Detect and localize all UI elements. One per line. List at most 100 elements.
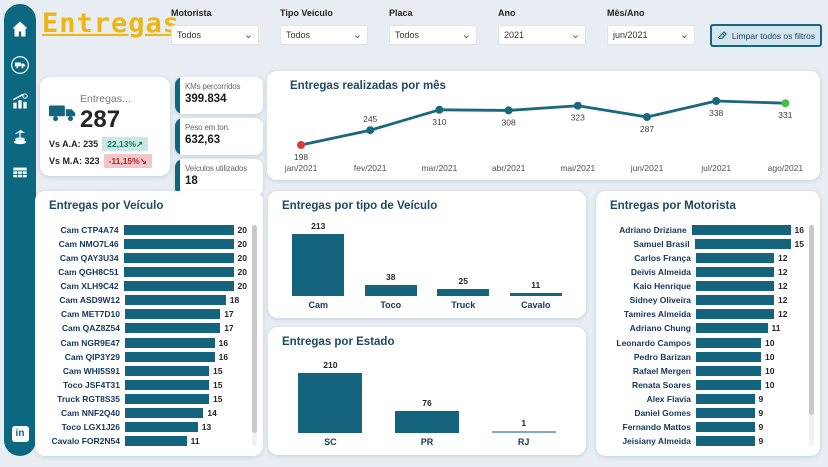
bar-value: 12 (778, 281, 788, 291)
bar[interactable] (123, 252, 234, 263)
bar-value: 9 (758, 394, 764, 404)
line-point[interactable] (712, 97, 721, 105)
x-axis-label: mai/2021 (560, 163, 595, 173)
line-point-label: 245 (363, 114, 377, 124)
bar-category-label: Toco (380, 300, 402, 310)
bar[interactable] (123, 266, 234, 277)
bar[interactable] (125, 309, 221, 320)
bar-row: Jeisiany Almeida 9 (604, 435, 804, 448)
bar[interactable] (437, 288, 490, 296)
bar[interactable] (125, 422, 198, 433)
filter-dropdown[interactable]: Todos ⌄ (171, 25, 259, 45)
bar-category-label: Cam QGH8C51 (58, 266, 119, 277)
bar-column: 38 Toco (355, 272, 428, 312)
bar[interactable] (491, 431, 556, 433)
bar-category-label: Deivis Almeida (630, 266, 691, 277)
bar[interactable] (125, 394, 209, 404)
bar[interactable] (298, 373, 363, 433)
bar[interactable] (696, 252, 774, 263)
line-point[interactable] (366, 126, 375, 135)
bar-row: Deivis Almeida 12 (604, 265, 804, 278)
deliveries-truck-icon[interactable] (9, 54, 31, 76)
line-point[interactable] (643, 113, 651, 122)
bar[interactable] (696, 266, 774, 277)
bar[interactable] (691, 224, 791, 235)
line-point[interactable] (435, 105, 444, 114)
driver-scrollbar[interactable] (809, 225, 814, 446)
bar[interactable] (694, 238, 791, 249)
bar-value: 10 (765, 365, 775, 376)
bar[interactable] (696, 394, 755, 404)
bar[interactable] (696, 281, 774, 291)
filter-value: jun/2021 (613, 30, 648, 40)
line-series (300, 99, 786, 147)
line-point[interactable] (781, 99, 790, 108)
bar-value: 11 (771, 323, 781, 334)
line-chart-card: Entregas realizadas por mês 198 jan/2021 2… (267, 71, 820, 180)
bar[interactable] (696, 422, 755, 433)
bar[interactable] (125, 295, 226, 306)
bar[interactable] (123, 224, 234, 235)
bar-row: Cam QAZ8Z54 17 (43, 322, 247, 335)
port-crane-icon[interactable] (9, 126, 31, 148)
vehicle-scrollbar[interactable] (252, 225, 257, 446)
bar-row: Cam NMO7L46 20 (43, 237, 247, 250)
bar[interactable] (125, 436, 187, 447)
bar[interactable] (696, 436, 755, 447)
bar-category-label: Cavalo FOR2N54 (51, 436, 121, 447)
linkedin-icon[interactable]: in (11, 426, 29, 442)
filter-label: Placa (389, 8, 413, 18)
bar[interactable] (123, 238, 234, 249)
filter-ano: Ano 2021 ⌄ (498, 8, 586, 45)
filter-dropdown[interactable]: Todos ⌄ (389, 25, 477, 45)
bar-category-label: Alex Flavia (646, 394, 691, 404)
bar[interactable] (395, 411, 459, 433)
filter-dropdown[interactable]: 2021 ⌄ (498, 25, 586, 45)
bar[interactable] (125, 323, 221, 334)
bar[interactable] (696, 337, 761, 348)
bar[interactable] (696, 295, 774, 306)
sidebar-nav: in (4, 4, 36, 456)
bar-value: 16 (794, 224, 804, 235)
filter-label: Ano (498, 8, 516, 18)
bar[interactable] (696, 351, 761, 362)
bar[interactable] (123, 281, 234, 291)
bar-row: Cam WHI5S91 15 (43, 364, 247, 377)
line-point[interactable] (297, 141, 305, 149)
bar-value: 15 (213, 379, 223, 390)
bar-category-label: Renata Soares (631, 379, 691, 390)
kpi-mini-card: KMs percorridos 399.834 (175, 77, 263, 114)
bar[interactable] (125, 337, 215, 348)
bar-value: 10 (765, 337, 775, 348)
bar[interactable] (509, 292, 562, 296)
bar-row: Cam QGH8C51 20 (43, 265, 247, 278)
filter-value: Todos (177, 30, 202, 40)
bar[interactable] (125, 365, 209, 376)
bar[interactable] (696, 309, 774, 320)
bar[interactable] (696, 323, 768, 334)
filter-dropdown[interactable]: Todos ⌄ (280, 25, 368, 45)
filter-dropdown[interactable]: jun/2021 ⌄ (607, 25, 695, 45)
bar[interactable] (696, 379, 761, 390)
vs-aa-badge: 22,13%↗ (102, 137, 149, 151)
chevron-down-icon: ⌄ (461, 29, 471, 41)
bar[interactable] (292, 234, 345, 296)
bar[interactable] (364, 284, 417, 296)
bar[interactable] (125, 408, 204, 419)
vs-aa-label: Vs A.A: 235 (49, 139, 99, 149)
line-point[interactable] (573, 101, 582, 110)
bar[interactable] (125, 379, 209, 390)
home-icon[interactable] (9, 18, 31, 40)
data-table-icon[interactable] (9, 162, 31, 184)
bar[interactable] (696, 365, 761, 376)
bar-row: Cam ASD9W12 18 (43, 294, 247, 307)
bar[interactable] (696, 408, 755, 419)
bar[interactable] (125, 351, 215, 362)
clear-filters-button[interactable]: Limpar todos os filtros (710, 24, 822, 47)
bar-category-label: Cam (308, 300, 328, 310)
line-point[interactable] (504, 106, 513, 115)
bar-category-label: Cavalo (520, 300, 551, 310)
chart-increase-icon[interactable] (9, 90, 31, 112)
bar-value: 12 (778, 252, 788, 263)
